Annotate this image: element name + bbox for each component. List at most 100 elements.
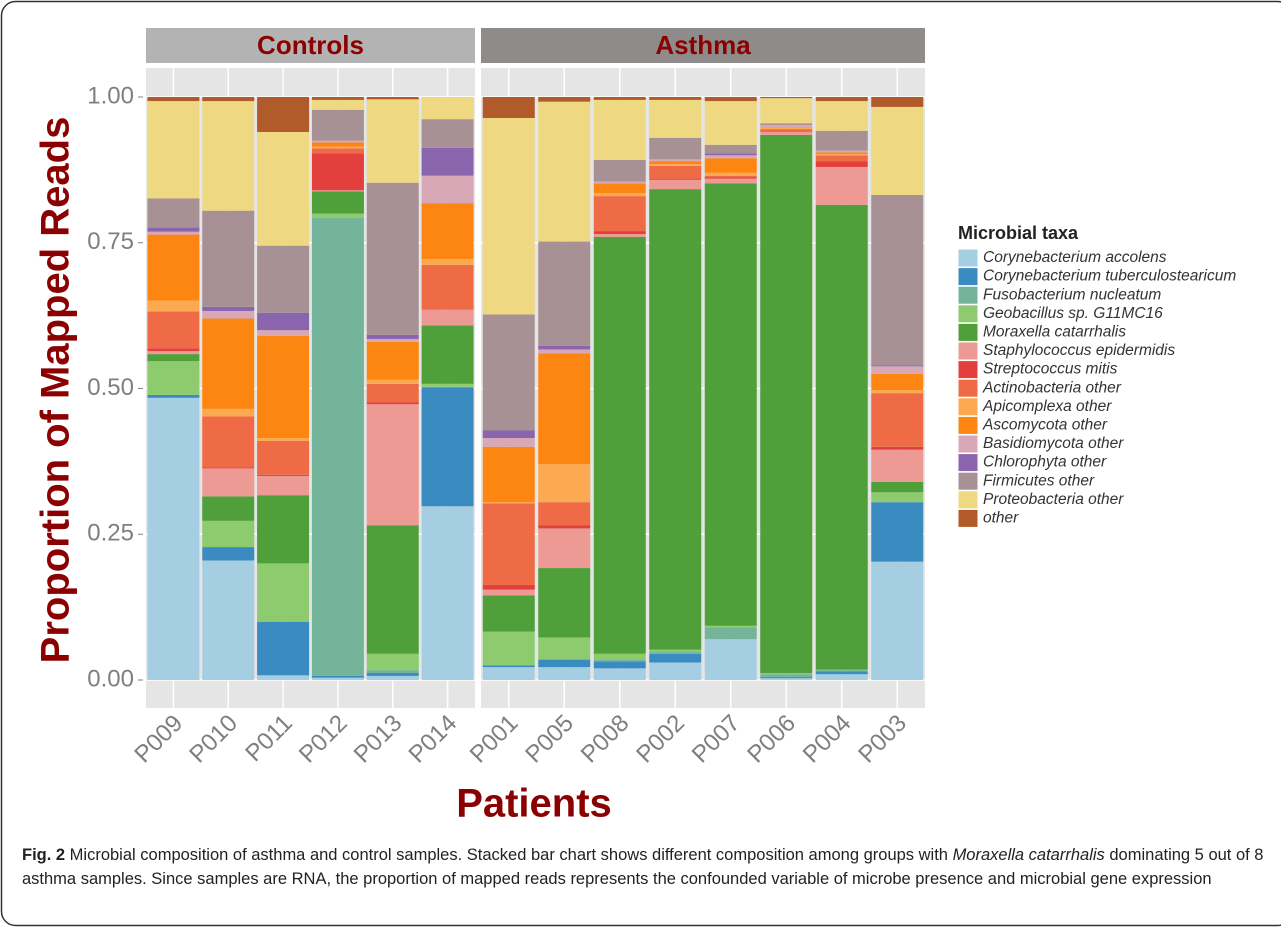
- bar-segment: [421, 147, 474, 176]
- bar-segment: [257, 336, 310, 439]
- bar-segment: [538, 659, 591, 668]
- strip: [481, 28, 925, 63]
- bar-segment: [649, 653, 702, 663]
- caption-text: dominating 5 out of 8 asthma samples. Si…: [22, 846, 1264, 888]
- legend-key: [957, 397, 979, 417]
- bar-segment: [649, 178, 702, 180]
- legend-key: [957, 248, 979, 268]
- bar-segment: [815, 101, 868, 131]
- bar-segment: [871, 502, 924, 562]
- bar-segment: [704, 144, 757, 154]
- legend-label: Corynebacterium tuberculostearicum: [983, 268, 1236, 285]
- bar-segment: [704, 639, 757, 680]
- bar-segment: [366, 379, 419, 384]
- bar-segment: [538, 345, 591, 350]
- bar-segment: [815, 674, 868, 680]
- bar-segment: [147, 300, 200, 312]
- bar-segment: [760, 131, 813, 135]
- bar-segment: [366, 182, 419, 335]
- bar-segment: [147, 351, 200, 355]
- bar-segment: [649, 161, 702, 165]
- bar-segment: [366, 675, 419, 680]
- x-tick-label: P011: [240, 710, 297, 767]
- x-tick-label: P007: [687, 710, 746, 769]
- bar-segment: [257, 312, 310, 331]
- bar-segment: [421, 387, 474, 507]
- legend-label: Moraxella catarrhalis: [983, 323, 1126, 340]
- bar-segment: [257, 474, 310, 476]
- bar-segment: [593, 668, 646, 680]
- legend-label: Proteobacteria other: [983, 491, 1124, 508]
- bar-segment: [202, 97, 255, 102]
- bar-segment: [704, 183, 757, 626]
- bar-segment: [366, 341, 419, 380]
- bar-segment: [311, 142, 364, 147]
- bar-segment: [366, 97, 419, 100]
- bar-segment: [202, 210, 255, 307]
- bar-segment: [649, 137, 702, 160]
- bar-segment: [202, 496, 255, 521]
- legend-label: Basidiomycota other: [983, 435, 1124, 452]
- legend-label: Geobacillus sp. G11MC16: [983, 305, 1163, 322]
- bar-segment: [593, 234, 646, 237]
- bar-segment: [649, 662, 702, 680]
- bar-segment: [482, 589, 535, 596]
- bar-segment: [311, 99, 364, 110]
- x-axis-title: Patients: [456, 782, 612, 826]
- bar-segment: [366, 653, 419, 671]
- bar-segment: [871, 449, 924, 482]
- bar-segment: [421, 325, 474, 384]
- y-tick-label: 0.00: [87, 665, 134, 692]
- bar-segment: [147, 227, 200, 232]
- bar-segment: [593, 236, 646, 654]
- bar-segment: [704, 175, 757, 178]
- bar-segment: [202, 560, 255, 680]
- legend-key: [957, 471, 979, 491]
- bar-segment: [538, 637, 591, 660]
- bar-segment: [871, 446, 924, 450]
- bar-segment: [538, 241, 591, 346]
- x-tick-label: P009: [129, 710, 188, 769]
- bar-segment: [760, 123, 813, 125]
- bar-segment: [649, 179, 702, 190]
- legend-key: [957, 341, 979, 361]
- bar-segment: [257, 245, 310, 313]
- bar-segment: [760, 127, 813, 128]
- bar-segment: [257, 97, 310, 132]
- bar-segment: [760, 129, 813, 132]
- bar-segment: [202, 306, 255, 311]
- bar-segment: [593, 97, 646, 100]
- bar-segment: [202, 101, 255, 211]
- bar-segment: [649, 164, 702, 166]
- bar-segment: [202, 318, 255, 409]
- bar-segment: [593, 181, 646, 184]
- bar-segment: [760, 678, 813, 680]
- bar-segment: [649, 159, 702, 162]
- bar-segment: [815, 670, 868, 672]
- bar-segment: [538, 464, 591, 503]
- bar-segment: [704, 178, 757, 184]
- bar-segment: [482, 584, 535, 590]
- bar-segment: [257, 563, 310, 622]
- bar-segment: [366, 338, 419, 342]
- bar-segment: [815, 97, 868, 102]
- x-tick-label: P005: [520, 710, 579, 769]
- bar-segment: [760, 127, 813, 130]
- bar-segment: [421, 97, 474, 120]
- x-tick-label: P002: [631, 710, 690, 769]
- bar-segment: [311, 675, 364, 678]
- caption-label: Fig. 2: [22, 846, 66, 864]
- bar-segment: [482, 665, 535, 668]
- bar-segment: [760, 677, 813, 679]
- caption: Fig. 2 Microbial composition of asthma a…: [22, 843, 1267, 891]
- bar-segment: [482, 117, 535, 315]
- bar-segment: [366, 525, 419, 654]
- bar-segment: [482, 631, 535, 666]
- bar-segment: [704, 153, 757, 156]
- bar-segment: [311, 140, 364, 143]
- bar-segment: [366, 670, 419, 674]
- bar-segment: [366, 404, 419, 526]
- bar-segment: [871, 561, 924, 680]
- bar-segment: [538, 353, 591, 465]
- bar-segment: [257, 621, 310, 676]
